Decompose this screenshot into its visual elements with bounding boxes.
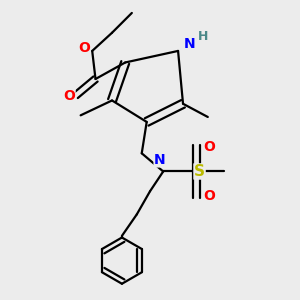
Text: S: S xyxy=(194,164,205,179)
Text: O: O xyxy=(78,40,90,55)
Text: H: H xyxy=(198,30,208,43)
Text: N: N xyxy=(184,37,195,51)
Text: O: O xyxy=(63,88,75,103)
Text: O: O xyxy=(203,189,215,203)
Text: O: O xyxy=(203,140,215,154)
Text: N: N xyxy=(154,153,166,167)
